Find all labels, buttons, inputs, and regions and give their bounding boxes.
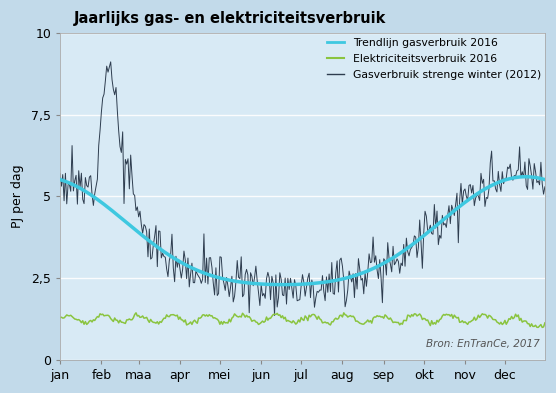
Text: Bron: EnTranCe, 2017: Bron: EnTranCe, 2017 (426, 339, 540, 349)
Title: Jaarlijks gas- en elektriciteitsverbruik: Jaarlijks gas- en elektriciteitsverbruik (73, 11, 386, 26)
Y-axis label: PJ per dag: PJ per dag (11, 165, 24, 228)
Legend: Trendlijn gasverbruik 2016, Elektriciteitsverbruik 2016, Gasverbruik strenge win: Trendlijn gasverbruik 2016, Elektricitei… (324, 35, 544, 83)
